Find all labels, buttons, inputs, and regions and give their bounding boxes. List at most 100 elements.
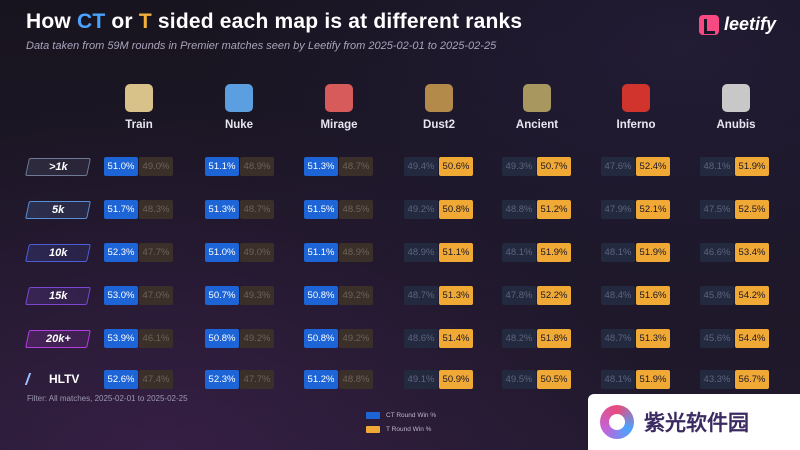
- t-win-cell: 52.4%: [636, 157, 670, 176]
- rank-label-1k: >1k: [25, 158, 91, 176]
- ct-win-cell: 51.3%: [304, 157, 338, 176]
- ct-win-cell: 48.6%: [404, 329, 438, 348]
- rank-label-text: HLTV: [49, 372, 80, 386]
- t-win-cell: 50.5%: [537, 370, 571, 389]
- ct-win-cell: 47.8%: [502, 286, 536, 305]
- map-header-nuke: Nuke: [204, 84, 274, 131]
- ct-win-cell: 50.8%: [304, 286, 338, 305]
- leetify-logo: leetify: [698, 14, 776, 35]
- t-win-cell: 49.3%: [240, 286, 274, 305]
- map-header-dust2: Dust2: [404, 84, 474, 131]
- ct-win-cell: 52.3%: [104, 243, 138, 262]
- t-win-cell: 50.6%: [439, 157, 473, 176]
- ct-win-cell: 47.9%: [601, 200, 635, 219]
- t-win-cell: 52.1%: [636, 200, 670, 219]
- leetify-logo-icon: [698, 14, 719, 35]
- ct-win-cell: 46.6%: [700, 243, 734, 262]
- t-win-cell: 51.3%: [439, 286, 473, 305]
- ct-win-cell: 49.4%: [404, 157, 438, 176]
- ct-win-cell: 51.0%: [104, 157, 138, 176]
- t-win-cell: 49.2%: [339, 329, 373, 348]
- ct-win-cell: 48.4%: [601, 286, 635, 305]
- map-inferno-icon: [622, 84, 650, 112]
- ct-win-cell: 48.1%: [601, 243, 635, 262]
- map-header-inferno: Inferno: [601, 84, 671, 131]
- ct-win-cell: 49.3%: [502, 157, 536, 176]
- t-win-cell: 51.6%: [636, 286, 670, 305]
- t-win-cell: 54.2%: [735, 286, 769, 305]
- watermark-logo-icon: [600, 405, 634, 439]
- map-name: Nuke: [224, 119, 254, 131]
- t-win-cell: 47.7%: [139, 243, 173, 262]
- map-name: Inferno: [616, 119, 656, 131]
- t-win-cell: 50.9%: [439, 370, 473, 389]
- rank-label-hltv: HLTV: [24, 372, 80, 386]
- ct-win-cell: 49.2%: [404, 200, 438, 219]
- chart-subtitle: Data taken from 59M rounds in Premier ma…: [26, 40, 497, 52]
- t-win-cell: 48.5%: [339, 200, 373, 219]
- t-win-cell: 51.1%: [439, 243, 473, 262]
- t-win-cell: 48.8%: [339, 370, 373, 389]
- map-train-icon: [125, 84, 153, 112]
- t-win-cell: 47.7%: [240, 370, 274, 389]
- watermark: 紫光软件园: [588, 394, 800, 450]
- map-dust2-icon: [425, 84, 453, 112]
- ct-win-cell: 53.0%: [104, 286, 138, 305]
- t-win-cell: 53.4%: [735, 243, 769, 262]
- map-header-ancient: Ancient: [502, 84, 572, 131]
- t-win-cell: 48.7%: [240, 200, 274, 219]
- t-win-cell: 49.0%: [139, 157, 173, 176]
- watermark-text: 紫光软件园: [644, 412, 749, 435]
- t-win-cell: 46.1%: [139, 329, 173, 348]
- legend-ct-label: CT Round Win %: [386, 412, 437, 419]
- map-name: Train: [125, 119, 153, 131]
- t-win-cell: 52.5%: [735, 200, 769, 219]
- legend-ct-swatch: [366, 412, 380, 419]
- t-win-cell: 50.8%: [439, 200, 473, 219]
- ct-win-cell: 48.7%: [601, 329, 635, 348]
- rank-label-text: 15k: [48, 290, 68, 302]
- t-win-cell: 47.0%: [139, 286, 173, 305]
- map-mirage-icon: [325, 84, 353, 112]
- t-win-cell: 48.3%: [139, 200, 173, 219]
- ct-win-cell: 48.8%: [502, 200, 536, 219]
- hltv-icon: [24, 373, 46, 385]
- ct-win-cell: 53.9%: [104, 329, 138, 348]
- t-win-cell: 51.8%: [537, 329, 571, 348]
- ct-win-cell: 50.8%: [304, 329, 338, 348]
- ct-win-cell: 49.1%: [404, 370, 438, 389]
- ct-win-cell: 52.6%: [104, 370, 138, 389]
- ct-win-cell: 49.5%: [502, 370, 536, 389]
- ct-win-cell: 47.5%: [700, 200, 734, 219]
- t-win-cell: 54.4%: [735, 329, 769, 348]
- t-win-cell: 50.7%: [537, 157, 571, 176]
- t-win-cell: 51.2%: [537, 200, 571, 219]
- title-ct: CT: [76, 10, 106, 33]
- ct-win-cell: 50.8%: [205, 329, 239, 348]
- t-win-cell: 49.0%: [240, 243, 274, 262]
- t-win-cell: 48.9%: [240, 157, 274, 176]
- ct-win-cell: 43.3%: [700, 370, 734, 389]
- map-name: Ancient: [515, 119, 559, 131]
- map-name: Dust2: [423, 119, 455, 131]
- t-win-cell: 47.4%: [139, 370, 173, 389]
- t-win-cell: 48.9%: [339, 243, 373, 262]
- ct-win-cell: 51.1%: [304, 243, 338, 262]
- t-win-cell: 48.7%: [339, 157, 373, 176]
- ct-win-cell: 51.5%: [304, 200, 338, 219]
- map-header-mirage: Mirage: [304, 84, 374, 131]
- map-nuke-icon: [225, 84, 253, 112]
- legend-ct: CT Round Win %: [366, 412, 436, 419]
- rank-label-text: 5k: [51, 204, 65, 216]
- map-anubis-icon: [722, 84, 750, 112]
- map-header-anubis: Anubis: [701, 84, 771, 131]
- legend-t-swatch: [366, 426, 380, 433]
- t-win-cell: 51.4%: [439, 329, 473, 348]
- t-win-cell: 51.3%: [636, 329, 670, 348]
- ct-win-cell: 48.9%: [404, 243, 438, 262]
- ct-win-cell: 48.1%: [700, 157, 734, 176]
- legend-t-label: T Round Win %: [386, 426, 432, 433]
- rank-label-text: 10k: [48, 247, 68, 259]
- t-win-cell: 49.2%: [240, 329, 274, 348]
- map-name: Anubis: [716, 119, 756, 131]
